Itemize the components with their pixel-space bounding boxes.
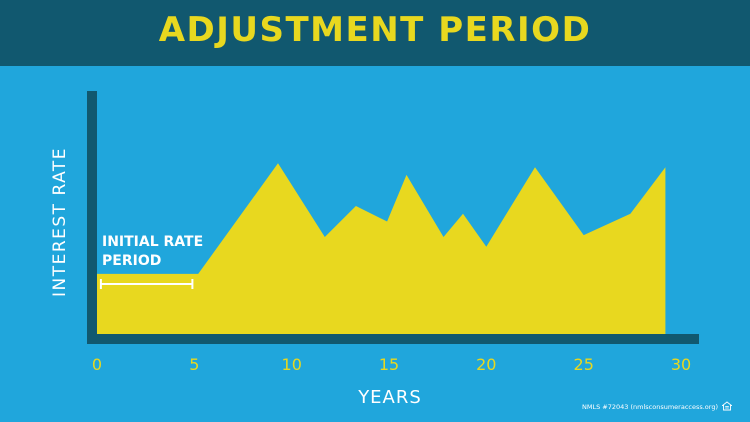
- area-series-0: [97, 163, 666, 334]
- y-axis-label: INTEREST RATE: [50, 147, 70, 297]
- x-tick-label: 20: [476, 355, 496, 374]
- x-tick-label: 0: [92, 355, 102, 374]
- chart-title: ADJUSTMENT PERIOD: [158, 10, 592, 50]
- y-axis: [87, 91, 97, 344]
- equal-housing-icon: [722, 401, 732, 411]
- x-tick-label: 15: [379, 355, 399, 374]
- annotation-label: INITIAL RATE: [102, 234, 203, 250]
- x-axis: [87, 334, 699, 344]
- nmls-footnote: NMLS #72043 (nmlsconsumeraccess.org): [582, 403, 718, 411]
- x-axis-label: YEARS: [357, 387, 422, 408]
- annotation-label: PERIOD: [102, 253, 161, 269]
- x-tick-label: 5: [189, 355, 199, 374]
- x-tick-label: 10: [282, 355, 302, 374]
- x-tick-label: 30: [671, 355, 691, 374]
- title-banner: ADJUSTMENT PERIOD: [0, 0, 750, 66]
- x-tick-label: 25: [574, 355, 594, 374]
